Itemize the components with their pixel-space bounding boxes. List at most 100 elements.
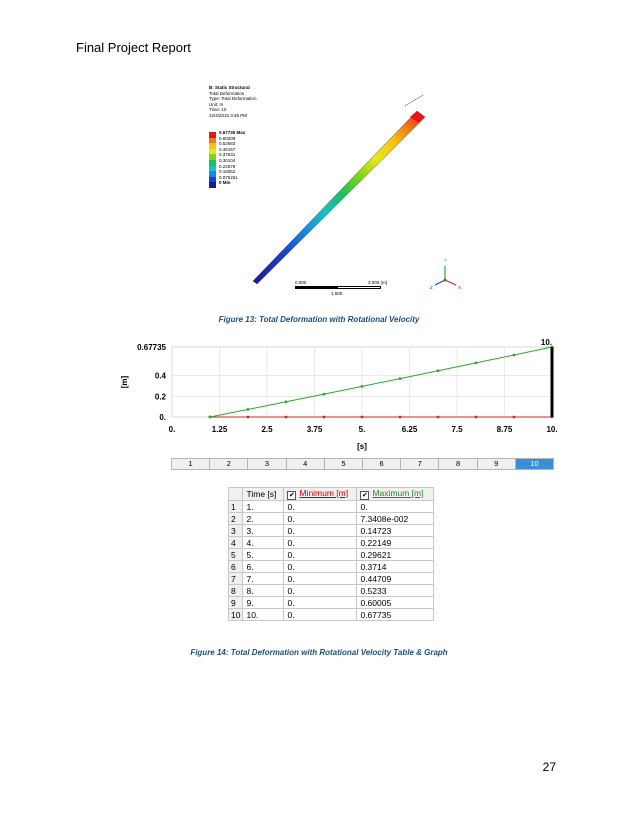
minimum-cell: 0.	[283, 512, 358, 525]
x-tick-label: 8.75	[497, 425, 513, 434]
results-table: Time [s] ✔ Minimum [m] ✔ Maximum [m] 1 1. 0.…	[227, 487, 435, 621]
minimum-data-point	[360, 415, 364, 419]
page-number: 27	[542, 760, 556, 774]
time-step-tab[interactable]: 5	[325, 459, 364, 469]
maximum-cell: 0.14723	[356, 524, 435, 537]
time-cell: 7.	[242, 572, 285, 585]
table-row: 8 8. 0. 0.5233	[227, 584, 435, 597]
time-step-tab[interactable]: 9	[478, 459, 516, 469]
minimum-cell: 0.	[283, 560, 358, 573]
row-index-cell: 2	[227, 512, 244, 525]
row-index-cell: 5	[227, 548, 244, 561]
table-row: 1 1. 0. 0.	[227, 500, 435, 513]
maximum-checkbox[interactable]: ✔	[360, 491, 370, 500]
minimum-data-point	[512, 415, 516, 419]
time-step-tab[interactable]: 6	[363, 459, 402, 469]
time-step-tab[interactable]: 4	[287, 459, 325, 469]
table-row: 5 5. 0. 0.29621	[227, 548, 435, 561]
row-index-cell: 8	[227, 584, 244, 597]
legend-level: 0.22578	[219, 163, 236, 169]
time-column-header[interactable]: Time [s]	[242, 487, 285, 501]
maximum-data-point	[398, 377, 402, 381]
maximum-cell: 0.60005	[356, 596, 435, 609]
legend-result-name: Total Deformation	[209, 90, 245, 96]
time-step-tab[interactable]: 7	[401, 459, 440, 469]
table-header-row: Time [s] ✔ Minimum [m] ✔ Maximum [m]	[227, 487, 435, 501]
current-time-label: 10.	[541, 338, 552, 347]
scale-bar	[295, 286, 381, 289]
minimum-cell: 0.	[283, 536, 358, 549]
maximum-column-header[interactable]: ✔ Maximum [m]	[356, 487, 435, 501]
time-cell: 9.	[242, 596, 285, 609]
time-cell: 4.	[242, 536, 285, 549]
x-tick-label: 6.25	[402, 425, 418, 434]
y-tick-label: 0.	[159, 413, 166, 422]
minimum-cell: 0.	[283, 596, 358, 609]
figure13-caption: Figure 13: Total Deformation with Rotati…	[218, 315, 420, 324]
y-tick-label: 0.4	[155, 372, 167, 381]
axis-triad-icon	[434, 266, 457, 286]
minimum-data-point	[284, 415, 288, 419]
axis-x-label: X	[458, 285, 462, 290]
row-index-cell: 7	[227, 572, 244, 585]
deformed-rod	[252, 94, 426, 285]
minimum-cell: 0.	[283, 572, 358, 585]
row-index-cell: 3	[227, 524, 244, 537]
color-bar-segment	[209, 143, 216, 149]
contour-color-bar	[209, 132, 216, 188]
legend-date: 12/4/2015 3:48 PM	[209, 112, 248, 118]
legend-unit: Unit: m	[209, 101, 224, 107]
row-index-cell: 10	[227, 608, 244, 621]
maximum-data-point	[474, 361, 478, 365]
minimum-data-point	[436, 415, 440, 419]
legend-level: 0.37631	[219, 152, 236, 158]
time-step-tab[interactable]: 8	[439, 459, 478, 469]
x-tick-label: 10.	[546, 425, 557, 434]
y-axis-label: [m]	[120, 375, 129, 388]
maximum-data-point	[246, 408, 250, 411]
minimum-data-point	[246, 415, 250, 419]
color-bar-segment	[209, 154, 216, 160]
y-tick-label: 0.2	[155, 392, 167, 401]
rod-tip	[410, 111, 425, 123]
legend-min-label: 0 Min	[219, 180, 231, 186]
time-cell: 3.	[242, 524, 285, 537]
table-row: 4 4. 0. 0.22149	[227, 536, 435, 549]
figure14-caption: Figure 14: Total Deformation with Rotati…	[190, 648, 448, 657]
time-cell: 1.	[242, 500, 285, 513]
legend-type: Type: Total Deformation	[209, 96, 257, 102]
minimum-data-point	[474, 415, 478, 419]
table-row: 2 2. 0. 7.3408e-002	[227, 512, 435, 525]
row-index-cell: 9	[227, 596, 244, 609]
maximum-data-point	[322, 392, 326, 396]
color-bar-segment	[209, 176, 216, 183]
x-tick-label: 0.	[169, 425, 176, 434]
time-step-tab[interactable]: 1	[172, 459, 211, 469]
legend-info: B: Static Structural Total Deformation T…	[209, 85, 256, 119]
color-bar-segment	[209, 148, 216, 155]
time-cell: 2.	[242, 512, 285, 525]
x-tick-label: 7.5	[451, 425, 463, 434]
scale-mid-label: 1.500	[331, 291, 343, 296]
legend-time: Time: 10	[209, 107, 227, 113]
time-cell: 6.	[242, 560, 285, 573]
minimum-cell: 0.	[283, 584, 358, 597]
time-step-tab[interactable]: 10	[515, 459, 554, 469]
maximum-header-label: Maximum [m]	[372, 488, 424, 498]
rod-edge-line	[404, 94, 424, 107]
axis-z-label: Z	[430, 285, 433, 290]
time-step-tab[interactable]: 2	[210, 459, 249, 469]
color-bar-segment	[209, 165, 216, 172]
table-row: 3 3. 0. 0.14723	[227, 524, 435, 537]
time-step-tab[interactable]: 3	[248, 459, 287, 469]
x-axis-label: [s]	[357, 442, 367, 451]
report-header: Final Project Report	[76, 40, 191, 55]
table-row: 7 7. 0. 0.44709	[227, 572, 435, 585]
legend-level: 0.075261	[219, 174, 238, 180]
maximum-cell: 0.3714	[356, 560, 435, 573]
graph-svg: 0. 1.25 2.5 3.75 5. 6.25 7.5 8.75 10. 0. 0.2 0.4 0.6…	[120, 338, 558, 451]
minimum-column-header[interactable]: ✔ Minimum [m]	[283, 487, 358, 501]
maximum-data-point	[208, 415, 212, 419]
minimum-checkbox[interactable]: ✔	[287, 491, 297, 500]
y-tick-label: 0.67735	[137, 343, 166, 352]
